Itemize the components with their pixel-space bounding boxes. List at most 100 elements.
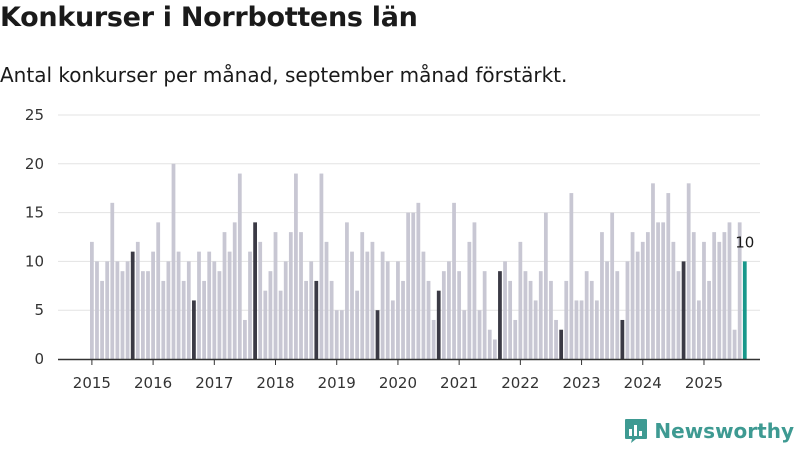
bar [283, 261, 288, 359]
bar [375, 310, 380, 359]
bar [314, 280, 319, 359]
bar [207, 251, 212, 359]
data-labels: 10 [735, 233, 754, 251]
bar [120, 271, 125, 359]
bar [579, 300, 584, 359]
bar [600, 232, 604, 359]
bar [334, 310, 339, 359]
bar [686, 183, 691, 359]
bar [676, 271, 681, 359]
bar [523, 271, 528, 359]
bar [95, 261, 99, 359]
bar [574, 300, 579, 359]
bar [452, 202, 456, 359]
bar [217, 271, 222, 359]
bar [487, 329, 492, 359]
bar [472, 222, 477, 359]
bar [630, 232, 635, 359]
bar [651, 183, 655, 359]
bar [543, 212, 548, 359]
bar [401, 280, 405, 359]
bar [151, 251, 155, 359]
bar [130, 251, 135, 359]
bar [227, 251, 232, 359]
bar [380, 251, 385, 359]
bar [737, 222, 742, 359]
bar [268, 271, 273, 359]
bar [635, 251, 640, 359]
bar [518, 241, 523, 359]
bar [248, 251, 252, 359]
newsworthy-logo-icon [625, 419, 648, 443]
x-axis-ticks: 2015 2016 2017 2018 2019 2020 2021 2022 2023 2024… [73, 359, 723, 392]
bar [365, 251, 370, 359]
bar [589, 280, 594, 359]
bar [640, 241, 645, 359]
y-tick-label: 5 [34, 301, 44, 319]
bar [202, 280, 206, 359]
x-tick-label: 2018 [256, 374, 294, 392]
bar [615, 271, 620, 359]
bar [273, 232, 278, 359]
bar [712, 232, 717, 359]
bar [197, 251, 201, 359]
x-tick-label: 2016 [134, 374, 172, 392]
bar [360, 232, 365, 359]
bar [605, 261, 609, 359]
bar [656, 222, 660, 359]
bar [90, 241, 94, 359]
bar [115, 261, 120, 359]
bars [90, 163, 747, 359]
bar [492, 339, 497, 359]
bar [462, 310, 467, 359]
bar [671, 241, 676, 359]
chart-title: Konkurser i Norrbottens län [0, 2, 418, 33]
last-value-label: 10 [735, 233, 754, 251]
bar [161, 280, 166, 359]
bar [166, 261, 171, 359]
bar [385, 261, 390, 359]
x-tick-label: 2022 [501, 374, 539, 392]
bar [477, 310, 482, 359]
newsworthy-logo: Newsworthy [624, 418, 794, 444]
bar [538, 271, 543, 359]
y-tick-label: 20 [25, 155, 44, 173]
bar [426, 280, 431, 359]
bar [110, 202, 115, 359]
bar [564, 280, 569, 359]
bar [141, 271, 145, 359]
bar [707, 280, 711, 359]
bar [345, 222, 349, 359]
bar [610, 212, 615, 359]
chart-subtitle: Antal konkurser per månad, september mån… [0, 63, 568, 87]
bar [263, 290, 268, 359]
bar [421, 251, 426, 359]
bar [691, 232, 696, 359]
bar [406, 212, 411, 359]
bar [319, 173, 324, 359]
bar [441, 271, 446, 359]
bar [329, 280, 334, 359]
bar [431, 319, 436, 359]
bar [232, 222, 237, 359]
bar [666, 193, 671, 359]
x-tick-label: 2025 [685, 374, 723, 392]
bar [620, 319, 625, 359]
bar [681, 261, 686, 359]
bar [447, 261, 451, 359]
bar [243, 319, 247, 359]
bar [584, 271, 589, 359]
bar [237, 173, 242, 359]
bar [192, 300, 196, 359]
bar [411, 212, 416, 359]
bar [294, 173, 298, 359]
bar [258, 241, 263, 359]
bar [549, 280, 553, 359]
bar [304, 280, 308, 359]
bar [482, 271, 487, 359]
bar [661, 222, 666, 359]
bar [569, 193, 574, 359]
bar [559, 329, 564, 359]
y-axis-ticks: 0 5 10 15 20 25 [25, 106, 44, 368]
